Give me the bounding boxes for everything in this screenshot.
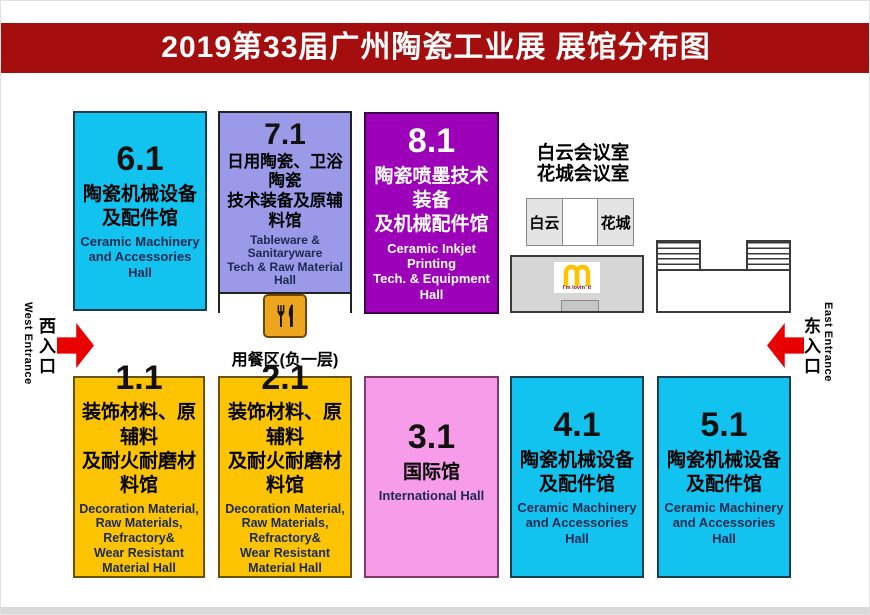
text-line: 装饰材料、原辅料 — [81, 402, 196, 448]
stairs-block-left — [656, 240, 701, 271]
hall-name-cn: 日用陶瓷、卫浴陶瓷 技术装备及原辅料馆 — [222, 153, 348, 232]
room-corridor — [561, 199, 599, 245]
text-line: International Hall — [378, 488, 485, 503]
hall-8-1: 8.1 陶瓷喷墨技术装备 及机械配件馆 Ceramic Inkjet Print… — [364, 112, 499, 314]
text-line: 及配件馆 — [101, 207, 178, 229]
hall-number: 5.1 — [700, 405, 748, 444]
hall-name-en: International Hall — [379, 488, 484, 503]
dining-label: 用餐区(负一层) — [231, 352, 339, 370]
hall-name-en: Tableware & Sanitaryware Tech & Raw Mate… — [222, 232, 348, 288]
fork-knife-icon — [263, 294, 307, 339]
hall-5-1: 5.1 陶瓷机械设备 及配件馆 Ceramic Machinery and Ac… — [657, 376, 791, 578]
text-line: 陶瓷机械设备 — [519, 449, 634, 471]
hall-name-en: Ceramic Machinery and Accessories Hall — [75, 234, 205, 280]
text-line: Wear Resistant Material Hall — [93, 545, 185, 575]
dining-area: 用餐区(负一层) — [220, 294, 350, 371]
text-line: Decoration Material, — [225, 501, 345, 516]
golden-arches-icon — [563, 264, 591, 286]
east-entrance-label-cn: 东入口 — [801, 317, 820, 377]
west-entrance-label-cn: 西入口 — [36, 317, 55, 377]
text-line: 陶瓷机械设备 — [82, 183, 197, 205]
east-entrance-label-en: East Entrance — [822, 302, 834, 382]
hall-name-cn: 陶瓷机械设备 及配件馆 — [83, 183, 197, 232]
text-line: 陶瓷机械设备 — [666, 449, 781, 471]
room-huacheng: 花城 — [598, 199, 634, 245]
hall-name-cn: 陶瓷机械设备 及配件馆 — [667, 449, 781, 498]
hall-name-en: Ceramic Machinery and Accessories Hall — [512, 500, 642, 546]
text-line: 日用陶瓷、卫浴陶瓷 — [227, 152, 343, 191]
hall-number: 1.1 — [115, 358, 163, 397]
hall-name-en: Decoration Material, Raw Materials, Refr… — [220, 502, 350, 576]
hall-number: 2.1 — [261, 358, 309, 397]
mcdonalds-tagline: I'm lovin' it — [562, 285, 592, 291]
hall-6-1: 6.1 陶瓷机械设备 及配件馆 Ceramic Machinery and Ac… — [73, 111, 207, 311]
text-line: Ceramic Inkjet Printing — [387, 240, 476, 271]
hall-name-en: Ceramic Inkjet Printing Tech. & Equipmen… — [366, 241, 497, 302]
conference-rooms: 白云 花城 — [526, 198, 634, 246]
text-line: 国际馆 — [402, 461, 460, 483]
room-baiyun: 白云 — [527, 199, 562, 245]
building-door — [561, 300, 599, 311]
page-title: 2019第33届广州陶瓷工业展 展馆分布图 — [1, 23, 869, 73]
text-line: Raw Materials, Refractory& — [95, 516, 183, 546]
text-line: 及配件馆 — [538, 473, 615, 495]
text-line: and Accessories Hall — [88, 249, 192, 280]
hall-number: 3.1 — [407, 418, 456, 456]
hall-name-cn: 装饰材料、原辅料 及耐火耐磨材料馆 — [75, 401, 203, 498]
hall-name-en: Decoration Material, Raw Materials, Refr… — [75, 502, 203, 576]
hall-4-1: 4.1 陶瓷机械设备 及配件馆 Ceramic Machinery and Ac… — [510, 376, 644, 578]
hall-number: 8.1 — [407, 122, 456, 161]
bottom-edge — [1, 607, 869, 614]
text-line: Decoration Material, — [79, 501, 199, 516]
text-line: 及耐火耐磨材料馆 — [81, 450, 196, 497]
text-line: 及机械配件馆 — [374, 214, 489, 236]
hall-3-1: 3.1 国际馆 International Hall — [364, 376, 499, 578]
text-line: Tech. & Equipment Hall — [373, 271, 490, 302]
text-line: Wear Resistant Material Hall — [239, 545, 331, 575]
hall-number: 4.1 — [553, 405, 601, 444]
west-entrance-arrow-icon — [57, 323, 94, 368]
text-line: 白云会议室 — [536, 142, 630, 163]
text-line: and Accessories Hall — [672, 515, 776, 546]
text-line: 陶瓷喷墨技术装备 — [374, 165, 489, 212]
text-line: 技术装备及原辅料馆 — [227, 192, 343, 230]
hall-7-1-info: 7.1 日用陶瓷、卫浴陶瓷 技术装备及原辅料馆 Tableware & Sani… — [220, 113, 350, 295]
text-line: Ceramic Machinery — [664, 500, 784, 516]
east-building — [656, 269, 791, 313]
hall-name-cn: 陶瓷机械设备 及配件馆 — [520, 449, 634, 498]
hall-name-cn: 国际馆 — [403, 461, 460, 485]
hall-7-1: 7.1 日用陶瓷、卫浴陶瓷 技术装备及原辅料馆 Tableware & Sani… — [218, 111, 352, 371]
hall-number: 7.1 — [264, 118, 306, 151]
mcdonalds-building: I'm lovin' it — [510, 255, 644, 313]
text-line: 及耐火耐磨材料馆 — [227, 450, 342, 497]
hall-name-cn: 陶瓷喷墨技术装备 及机械配件馆 — [366, 165, 497, 238]
text-line: Ceramic Machinery — [80, 234, 200, 250]
hall-number: 6.1 — [116, 139, 164, 178]
text-line: 花城会议室 — [536, 163, 630, 184]
hall-name-cn: 装饰材料、原辅料 及耐火耐磨材料馆 — [220, 401, 350, 498]
stairs-block-right — [746, 240, 791, 271]
west-entrance-label-en: West Entrance — [22, 302, 34, 385]
text-line: Tech & Raw Material Hall — [227, 259, 343, 287]
text-line: Ceramic Machinery — [517, 500, 637, 516]
hall-2-1: 2.1 装饰材料、原辅料 及耐火耐磨材料馆 Decoration Materia… — [218, 360, 352, 578]
mcdonalds-logo: I'm lovin' it — [554, 262, 600, 293]
text-line: 及配件馆 — [685, 473, 762, 495]
conference-rooms-title: 白云会议室 花城会议室 — [503, 142, 663, 184]
hall-1-1: 1.1 装饰材料、原辅料 及耐火耐磨材料馆 Decoration Materia… — [73, 360, 205, 578]
east-entrance-arrow-icon — [767, 323, 804, 368]
text-line: Tableware & Sanitaryware — [247, 232, 323, 261]
text-line: Raw Materials, Refractory& — [241, 516, 329, 546]
hall-name-en: Ceramic Machinery and Accessories Hall — [659, 500, 789, 546]
text-line: 装饰材料、原辅料 — [227, 402, 342, 448]
text-line: and Accessories Hall — [525, 515, 629, 546]
